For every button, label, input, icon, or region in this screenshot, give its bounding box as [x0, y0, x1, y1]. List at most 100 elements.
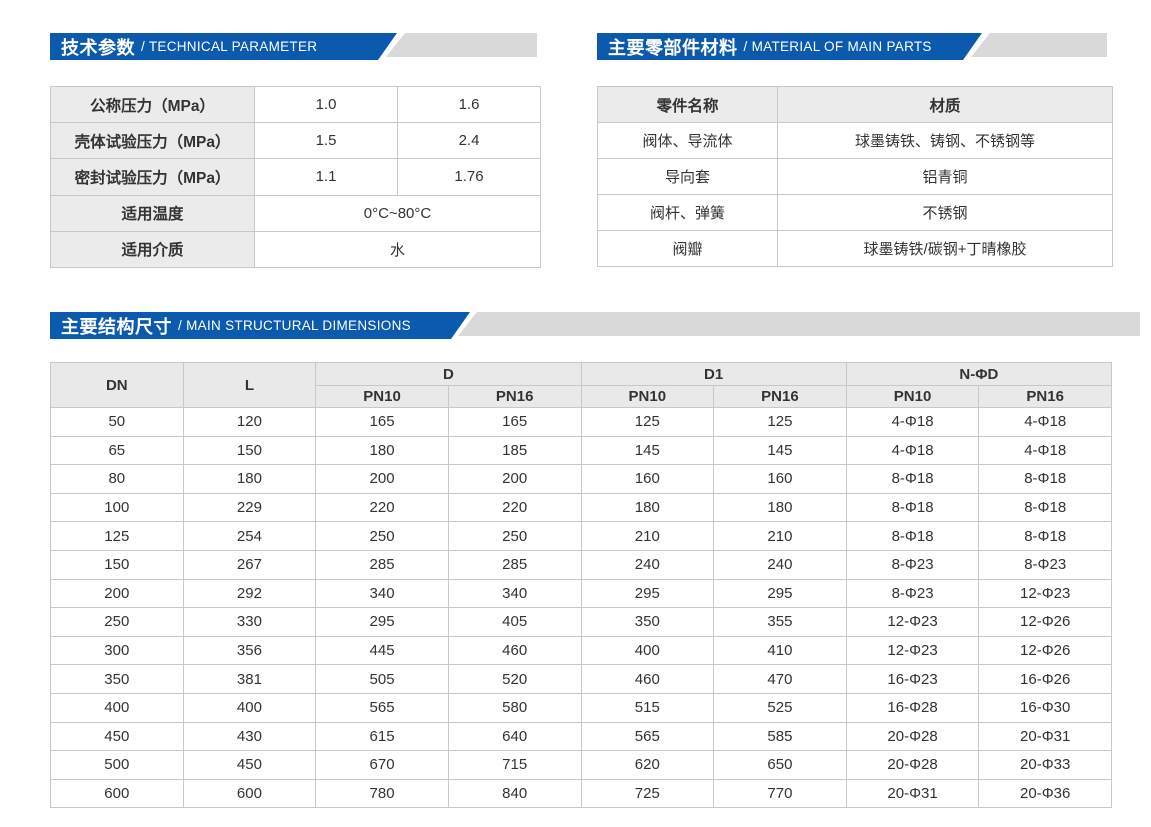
table-row: 50 120 165 165 125 125 4-Φ18 4-Φ18 [50, 407, 1112, 437]
table-row: 阀瓣 球墨铸铁/碳钢+丁晴橡胶 [597, 230, 1113, 267]
table-row: 250 330 295 405 350 355 12-Φ23 12-Φ26 [50, 607, 1112, 637]
dimension-value: 840 [447, 778, 582, 809]
dimension-value: 615 [315, 721, 449, 752]
dimension-value: 725 [580, 778, 715, 809]
dimension-value: 250 [50, 607, 184, 637]
banner-gray-tail [386, 33, 537, 57]
dimension-value: 16-Φ23 [845, 664, 980, 694]
dimension-value: 450 [50, 721, 184, 752]
col-header-d-pn10: PN10 [315, 385, 449, 408]
technical-parameter-banner: 技术参数 / TECHNICAL PARAMETER [50, 33, 537, 60]
material-value: 球墨铸铁、铸钢、不锈钢等 [777, 122, 1113, 159]
dimension-value: 20-Φ28 [845, 721, 980, 752]
dimension-value: 450 [182, 750, 317, 780]
table-row: 450 430 615 640 565 585 20-Φ28 20-Φ31 [50, 721, 1112, 752]
dimension-value: 150 [182, 435, 317, 466]
part-name: 阀瓣 [597, 230, 778, 267]
dimension-value: 16-Φ26 [978, 664, 1112, 694]
col-group-d: D [315, 362, 582, 386]
dimension-value: 285 [447, 549, 582, 580]
dimension-value: 4-Φ18 [978, 435, 1112, 466]
dimension-value: 20-Φ36 [978, 778, 1112, 809]
dimension-value: 4-Φ18 [978, 407, 1112, 437]
dimension-value: 8-Φ18 [845, 492, 980, 523]
param-label: 壳体试验压力（MPa） [50, 122, 255, 160]
table-row: 密封试验压力（MPa） 1.1 1.76 [50, 158, 541, 196]
dimension-value: 8-Φ18 [978, 464, 1112, 494]
dimension-value: 267 [182, 549, 317, 580]
main-structural-dimensions-table: DN L D D1 N-ΦD PN10 PN16 PN10 PN16 PN10 … [50, 362, 1113, 809]
banner-blue-flag: 技术参数 / TECHNICAL PARAMETER [50, 33, 397, 60]
material-header: 材质 [777, 86, 1113, 123]
technical-table-body: 公称压力（MPa） 1.0 1.6 壳体试验压力（MPa） 1.5 2.4 密封试验压力（M… [50, 85, 541, 268]
dimension-value: 4-Φ18 [845, 407, 980, 437]
material-main-parts-table: 零件名称 材质 阀体、导流体 球墨铸铁、铸钢、不锈钢等 导向套 铝青铜 阀杆、弹簧 不锈钢… [597, 86, 1113, 267]
dimension-value: 340 [447, 578, 582, 609]
table-row: 125 254 250 250 210 210 8-Φ18 8-Φ18 [50, 521, 1112, 551]
dimension-value: 240 [580, 549, 715, 580]
table-row: 400 400 565 580 515 525 16-Φ28 16-Φ30 [50, 692, 1112, 723]
dimension-value: 180 [182, 464, 317, 494]
dimension-value: 50 [50, 407, 184, 437]
material-value: 不锈钢 [777, 194, 1113, 231]
material-main-parts-banner: 主要零部件材料 / MATERIAL OF MAIN PARTS [597, 33, 1107, 60]
dimension-value: 292 [182, 578, 317, 609]
dimension-value: 400 [580, 635, 715, 666]
dimension-value: 210 [713, 521, 847, 551]
dimension-value: 505 [315, 664, 449, 694]
dimension-value: 650 [713, 750, 847, 780]
dimension-value: 770 [713, 778, 847, 809]
param-value: 1.6 [397, 85, 541, 124]
part-name-header: 零件名称 [597, 86, 778, 123]
table-row: 65 150 180 185 145 145 4-Φ18 4-Φ18 [50, 435, 1112, 466]
dimension-value: 160 [580, 464, 715, 494]
banner-gray-tail [458, 312, 1140, 336]
dimension-value: 210 [580, 521, 715, 551]
dimension-value: 125 [50, 521, 184, 551]
dimension-value: 16-Φ28 [845, 692, 980, 723]
dimension-value: 330 [182, 607, 317, 637]
dimension-value: 180 [580, 492, 715, 523]
table-row: 200 292 340 340 295 295 8-Φ23 12-Φ23 [50, 578, 1112, 609]
table-row: 阀体、导流体 球墨铸铁、铸钢、不锈钢等 [597, 122, 1113, 159]
dimension-value: 20-Φ33 [978, 750, 1112, 780]
col-header-n-pn10: PN10 [845, 385, 980, 408]
table-row: 150 267 285 285 240 240 8-Φ23 8-Φ23 [50, 549, 1112, 580]
param-value: 水 [254, 230, 541, 268]
material-value: 球墨铸铁/碳钢+丁晴橡胶 [777, 230, 1113, 267]
dimension-value: 100 [50, 492, 184, 523]
dimension-value: 520 [447, 664, 582, 694]
part-name: 阀杆、弹簧 [597, 194, 778, 231]
param-value: 1.76 [397, 158, 541, 196]
table-row: 导向套 铝青铜 [597, 158, 1113, 195]
dimension-value: 12-Φ26 [978, 607, 1112, 637]
table-row: 350 381 505 520 460 470 16-Φ23 16-Φ26 [50, 664, 1112, 694]
dimension-value: 20-Φ31 [845, 778, 980, 809]
dimension-value: 600 [182, 778, 317, 809]
dimension-value: 580 [447, 692, 582, 723]
dimension-value: 565 [580, 721, 715, 752]
dimension-value: 165 [315, 407, 449, 437]
dimension-value: 8-Φ23 [978, 549, 1112, 580]
table-row: 公称压力（MPa） 1.0 1.6 [50, 85, 541, 124]
table-row: 100 229 220 220 180 180 8-Φ18 8-Φ18 [50, 492, 1112, 523]
dimension-value: 12-Φ23 [978, 578, 1112, 609]
dimension-value: 780 [315, 778, 449, 809]
dimension-value: 220 [447, 492, 582, 523]
dimension-value: 200 [50, 578, 184, 609]
col-header-d1-pn16: PN16 [713, 385, 847, 408]
section-title-zh: 技术参数 [61, 37, 135, 58]
dimension-value: 356 [182, 635, 317, 666]
part-name: 阀体、导流体 [597, 122, 778, 159]
dimension-value: 120 [182, 407, 317, 437]
param-value: 2.4 [397, 122, 541, 160]
table-header-row: 零件名称 材质 [597, 86, 1113, 123]
param-value: 0°C~80°C [254, 194, 541, 232]
dimension-value: 12-Φ23 [845, 635, 980, 666]
banner-blue-flag: 主要零部件材料 / MATERIAL OF MAIN PARTS [597, 33, 982, 60]
table-row: 600 600 780 840 725 770 20-Φ31 20-Φ36 [50, 778, 1112, 809]
dimension-value: 165 [447, 407, 582, 437]
col-group-d1: D1 [580, 362, 847, 386]
dimension-value: 254 [182, 521, 317, 551]
table-row: 适用介质水 [50, 230, 541, 268]
